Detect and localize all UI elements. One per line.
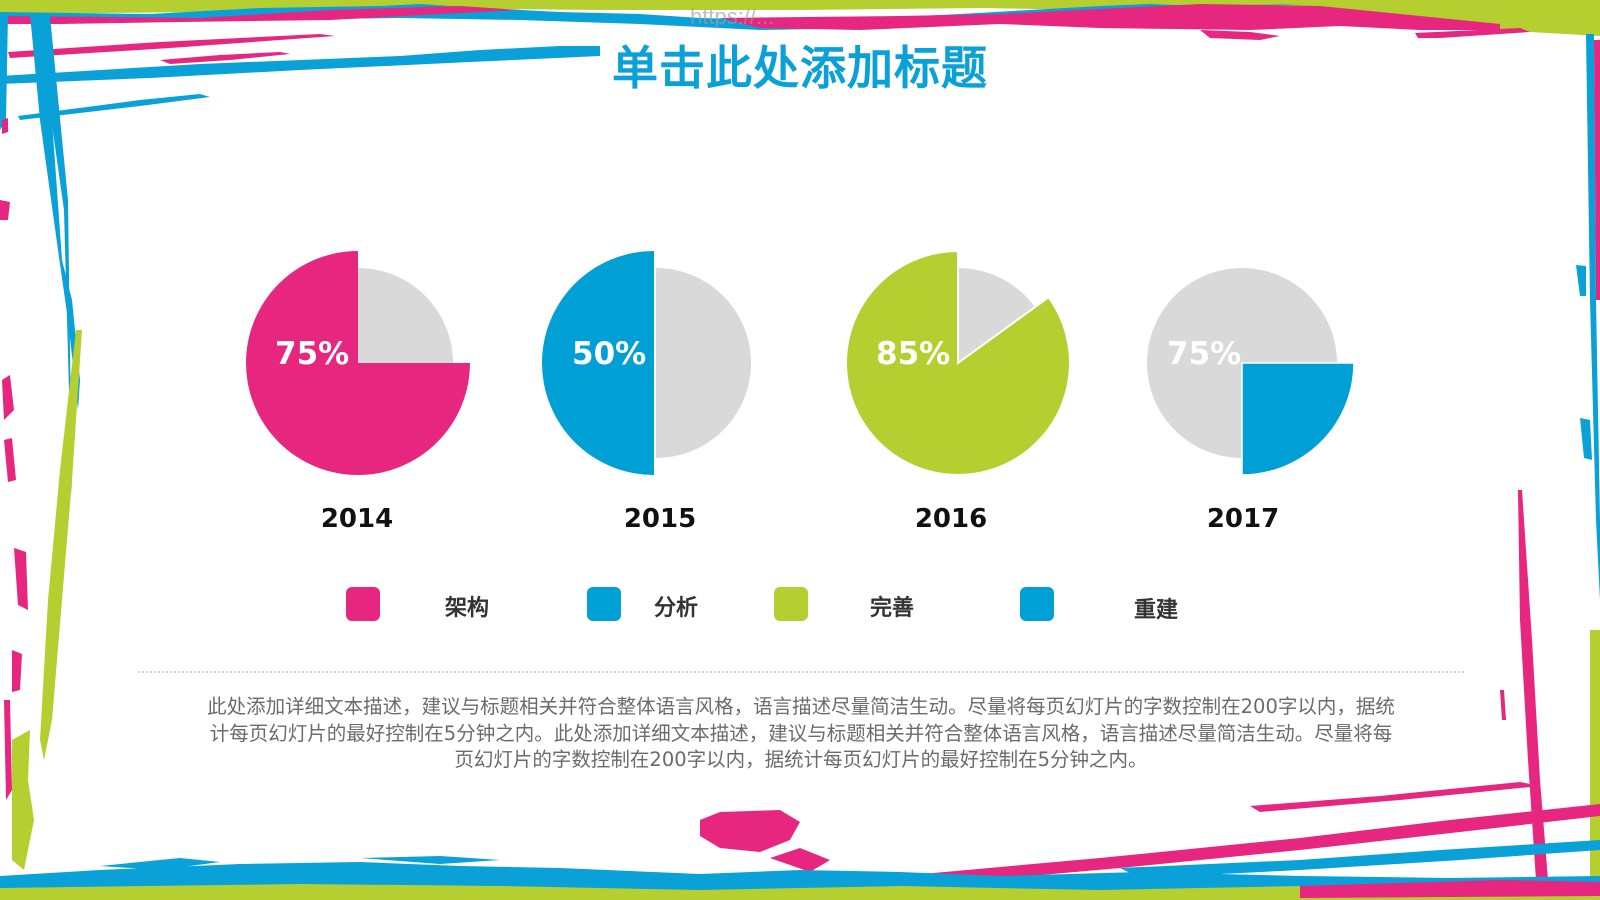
pie-2017-value — [1241, 362, 1355, 476]
slide-title[interactable]: 单击此处添加标题 — [612, 41, 988, 95]
legend-label-architecture: 架构 — [445, 596, 490, 621]
description-line-2: 计每页幻灯片的最好控制在5分钟之内。此处添加详细文本描述，建议与标题相关并符合整… — [209, 721, 1393, 745]
pie-2016-value — [844, 249, 1071, 476]
pie-chart-2016 — [844, 249, 1071, 476]
pie-2014-label: 75% — [275, 336, 350, 372]
pie-chart-2015 — [542, 251, 751, 475]
year-2017: 2017 — [1206, 504, 1280, 534]
pie-2014-remainder — [358, 268, 453, 363]
dotted-divider — [138, 671, 1464, 673]
watermark: https://... — [690, 4, 775, 29]
description-line-3: 页幻灯片的字数控制在200字以内，据统计每页幻灯片的最好控制在5分钟之内。 — [454, 748, 1148, 771]
pie-2015-remainder — [656, 268, 751, 458]
pie-2017-label: 75% — [1167, 336, 1242, 372]
year-2016: 2016 — [914, 504, 988, 534]
legend-label-rebuild: 重建 — [1134, 598, 1179, 623]
year-2014: 2014 — [320, 504, 394, 534]
legend-swatch-analysis — [587, 587, 621, 621]
pie-2015-label: 50% — [572, 336, 647, 372]
legend-label-analysis: 分析 — [654, 596, 699, 621]
description-line-1: 此处添加详细文本描述，建议与标题相关并符合整体语言风格，语言描述尽量简洁生动。尽… — [207, 695, 1395, 718]
legend-swatch-rebuild — [1020, 587, 1054, 621]
pie-2016-remainder — [958, 268, 1035, 363]
pie-2015-value — [542, 251, 654, 475]
pie-2016-label: 85% — [876, 336, 951, 372]
pie-chart-2017 — [1147, 268, 1355, 476]
pie-2014-value — [246, 251, 470, 475]
legend-swatch-improve — [774, 587, 808, 621]
pie-chart-2014 — [246, 251, 470, 475]
legend-swatch-architecture — [346, 587, 380, 621]
year-2015: 2015 — [623, 504, 697, 534]
description-text[interactable]: 此处添加详细文本描述，建议与标题相关并符合整体语言风格，语言描述尽量简洁生动。尽… — [138, 694, 1464, 774]
legend-label-improve: 完善 — [870, 596, 915, 621]
